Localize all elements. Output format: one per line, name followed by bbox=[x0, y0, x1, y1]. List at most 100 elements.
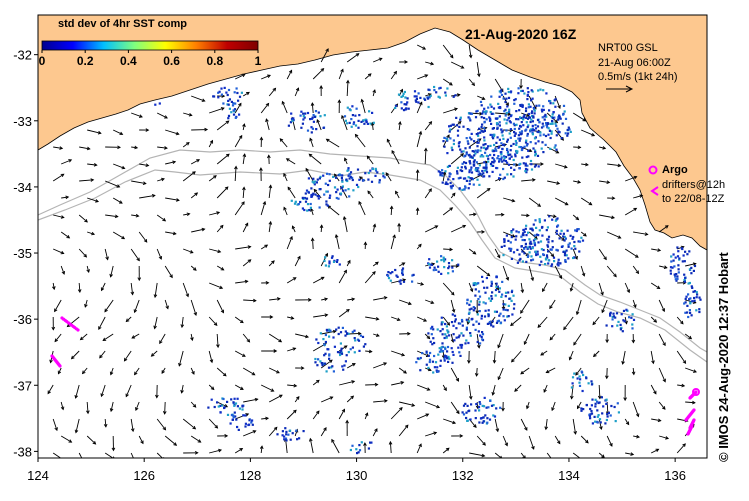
sst-pixel bbox=[470, 335, 472, 337]
sst-pixel bbox=[436, 366, 438, 368]
sst-pixel bbox=[523, 229, 525, 231]
sst-pixel bbox=[534, 124, 536, 126]
sst-pixel bbox=[452, 313, 454, 315]
sst-pixel bbox=[289, 430, 291, 432]
sst-pixel bbox=[303, 209, 305, 211]
sst-pixel bbox=[519, 104, 521, 106]
sst-pixel bbox=[556, 217, 558, 219]
sst-pixel bbox=[579, 385, 581, 387]
sst-pixel bbox=[478, 330, 480, 332]
sst-pixel bbox=[461, 189, 463, 191]
sst-pixel bbox=[346, 122, 348, 124]
sst-pixel bbox=[562, 123, 564, 125]
sst-pixel bbox=[499, 407, 501, 409]
sst-pixel bbox=[698, 297, 700, 299]
sst-pixel bbox=[525, 243, 527, 245]
sst-pixel bbox=[367, 123, 369, 125]
sst-pixel bbox=[491, 405, 493, 407]
sst-pixel bbox=[444, 92, 446, 94]
sst-pixel bbox=[605, 403, 607, 405]
sst-pixel bbox=[478, 142, 480, 144]
sst-pixel bbox=[564, 239, 566, 241]
sst-pixel bbox=[314, 116, 316, 118]
sst-pixel bbox=[515, 140, 517, 142]
sst-pixel bbox=[483, 127, 485, 129]
sst-pixel bbox=[434, 267, 436, 269]
sst-pixel bbox=[461, 170, 463, 172]
sst-pixel bbox=[481, 130, 483, 132]
sst-pixel bbox=[601, 412, 603, 414]
sst-pixel bbox=[509, 154, 511, 156]
sst-pixel bbox=[689, 302, 691, 304]
sst-pixel bbox=[525, 141, 527, 143]
sst-pixel bbox=[432, 328, 434, 330]
sst-pixel bbox=[325, 191, 327, 193]
sst-pixel bbox=[323, 194, 325, 196]
sst-pixel bbox=[683, 302, 685, 304]
sst-pixel bbox=[340, 331, 342, 333]
sst-pixel bbox=[451, 347, 453, 349]
sst-pixel bbox=[358, 114, 360, 116]
sst-pixel bbox=[631, 323, 633, 325]
sst-pixel bbox=[539, 256, 541, 258]
sst-pixel bbox=[486, 417, 488, 419]
sst-pixel bbox=[571, 248, 573, 250]
sst-pixel bbox=[298, 203, 300, 205]
sst-pixel bbox=[441, 323, 443, 325]
sst-pixel bbox=[489, 154, 491, 156]
sst-pixel bbox=[508, 315, 510, 317]
sst-pixel bbox=[363, 346, 365, 348]
sst-pixel bbox=[443, 137, 445, 139]
sst-pixel bbox=[451, 149, 453, 151]
sst-pixel bbox=[676, 246, 678, 248]
sst-pixel bbox=[357, 169, 359, 171]
sst-pixel bbox=[491, 134, 493, 136]
sst-pixel bbox=[451, 267, 453, 269]
sst-pixel bbox=[311, 118, 313, 120]
drifter-point bbox=[692, 408, 695, 411]
sst-pixel bbox=[298, 437, 300, 439]
sst-pixel bbox=[499, 158, 501, 160]
current-arrow-head bbox=[62, 458, 65, 461]
sst-pixel bbox=[443, 259, 445, 261]
sst-pixel bbox=[482, 405, 484, 407]
sst-pixel bbox=[252, 424, 254, 426]
sst-pixel bbox=[612, 318, 614, 320]
sst-pixel bbox=[462, 335, 464, 337]
sst-pixel bbox=[556, 230, 558, 232]
sst-pixel bbox=[524, 170, 526, 172]
sst-pixel bbox=[446, 325, 448, 327]
sst-pixel bbox=[590, 380, 592, 382]
sst-pixel bbox=[324, 256, 326, 258]
sst-pixel bbox=[519, 140, 521, 142]
sst-pixel bbox=[232, 104, 234, 106]
sst-pixel bbox=[507, 88, 509, 90]
sst-pixel bbox=[462, 325, 464, 327]
sst-pixel bbox=[506, 105, 508, 107]
sst-pixel bbox=[504, 319, 506, 321]
sst-pixel bbox=[437, 328, 439, 330]
sst-pixel bbox=[310, 203, 312, 205]
legend-drifters-line1: drifters@12h bbox=[662, 179, 725, 191]
sst-pixel bbox=[546, 244, 548, 246]
sst-pixel bbox=[481, 170, 483, 172]
sst-pixel bbox=[428, 355, 430, 357]
sst-pixel bbox=[340, 342, 342, 344]
sst-pixel bbox=[442, 140, 444, 142]
sst-pixel bbox=[415, 361, 417, 363]
sst-pixel bbox=[487, 158, 489, 160]
sst-pixel bbox=[358, 451, 360, 453]
sst-pixel bbox=[606, 413, 608, 415]
sst-pixel bbox=[557, 261, 559, 263]
sst-pixel bbox=[308, 177, 310, 179]
sst-pixel bbox=[554, 106, 556, 108]
sst-pixel bbox=[582, 374, 584, 376]
sst-pixel bbox=[513, 159, 515, 161]
sst-pixel bbox=[508, 117, 510, 119]
sst-pixel bbox=[497, 155, 499, 157]
sst-pixel bbox=[456, 124, 458, 126]
sst-pixel bbox=[596, 409, 598, 411]
sst-pixel bbox=[444, 337, 446, 339]
sst-pixel bbox=[457, 130, 459, 132]
sst-pixel bbox=[339, 352, 341, 354]
